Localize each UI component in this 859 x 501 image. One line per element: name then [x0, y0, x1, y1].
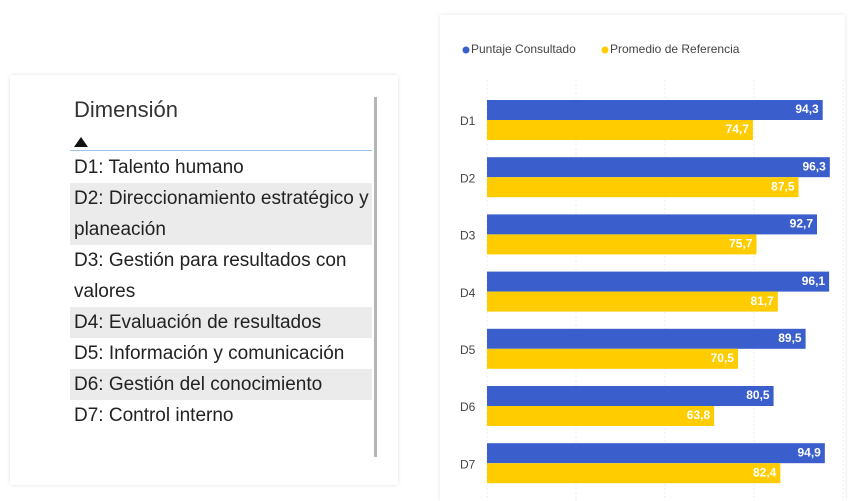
table-row[interactable]: D6: Gestión del conocimiento — [70, 369, 372, 400]
legend-label: Promedio de Referencia — [610, 42, 740, 56]
table-body: D1: Talento humano D2: Direccionamiento e… — [70, 152, 372, 431]
y-tick-label: D6 — [460, 400, 476, 414]
value-label: 96,3 — [802, 159, 826, 173]
bar — [487, 463, 781, 484]
value-label: 96,1 — [802, 274, 826, 288]
legend-dot — [601, 46, 609, 54]
legend-dot — [462, 46, 470, 54]
bar — [487, 157, 830, 178]
bar — [487, 328, 806, 349]
bar — [487, 120, 753, 140]
bar — [487, 177, 799, 198]
cell-text: D7: Control interno — [74, 405, 234, 426]
table-row[interactable]: D5: Información y comunicación — [70, 338, 372, 369]
table-row[interactable]: D2: Direccionamiento estratégico y plane… — [70, 183, 372, 245]
bar — [487, 443, 825, 464]
cell-text: D5: Información y comunicación — [74, 343, 345, 364]
bar — [487, 100, 823, 120]
value-label: 81,7 — [750, 294, 774, 308]
cell-text: D3: Gestión para resultados con valores — [74, 250, 347, 302]
table-row[interactable]: D7: Control interno — [70, 400, 372, 431]
cell-text: D2: Direccionamiento estratégico y plane… — [74, 188, 369, 240]
bar — [487, 386, 774, 406]
bar — [487, 234, 757, 255]
value-label: 89,5 — [778, 331, 802, 345]
scrollbar[interactable] — [374, 97, 377, 457]
value-label: 82,4 — [753, 465, 777, 479]
bar — [487, 406, 715, 426]
table-row[interactable]: D1: Talento humano — [70, 152, 372, 183]
sort-arrow[interactable] — [74, 137, 88, 147]
value-label: 87,5 — [771, 179, 795, 193]
value-label: 94,9 — [797, 445, 821, 459]
y-tick-label: D7 — [460, 457, 476, 471]
cell-text: D6: Gestión del conocimiento — [74, 374, 323, 395]
y-tick-label: D1 — [460, 114, 476, 128]
table-row[interactable]: D3: Gestión para resultados con valores — [70, 245, 372, 307]
cell-text: D4: Evaluación de resultados — [74, 312, 322, 333]
y-tick-label: D4 — [460, 286, 476, 300]
value-label: 74,7 — [726, 122, 750, 136]
column-header[interactable]: Dimensión — [74, 97, 178, 122]
bar — [487, 271, 830, 292]
bar — [487, 291, 778, 312]
bar — [487, 348, 738, 369]
value-label: 80,5 — [746, 388, 770, 402]
bar — [487, 214, 818, 235]
value-label: 63,8 — [687, 408, 711, 422]
table-row[interactable]: D4: Evaluación de resultados — [70, 307, 372, 338]
y-tick-label: D3 — [460, 229, 476, 243]
value-label: 92,7 — [790, 217, 814, 231]
value-label: 75,7 — [729, 237, 753, 251]
legend-label: Puntaje Consultado — [471, 42, 576, 56]
y-tick-label: D5 — [460, 343, 476, 357]
value-label: 70,5 — [711, 351, 735, 365]
y-tick-label: D2 — [460, 171, 476, 185]
value-label: 94,3 — [795, 102, 819, 116]
header-line — [70, 150, 372, 151]
cell-text: D1: Talento humano — [74, 157, 244, 178]
